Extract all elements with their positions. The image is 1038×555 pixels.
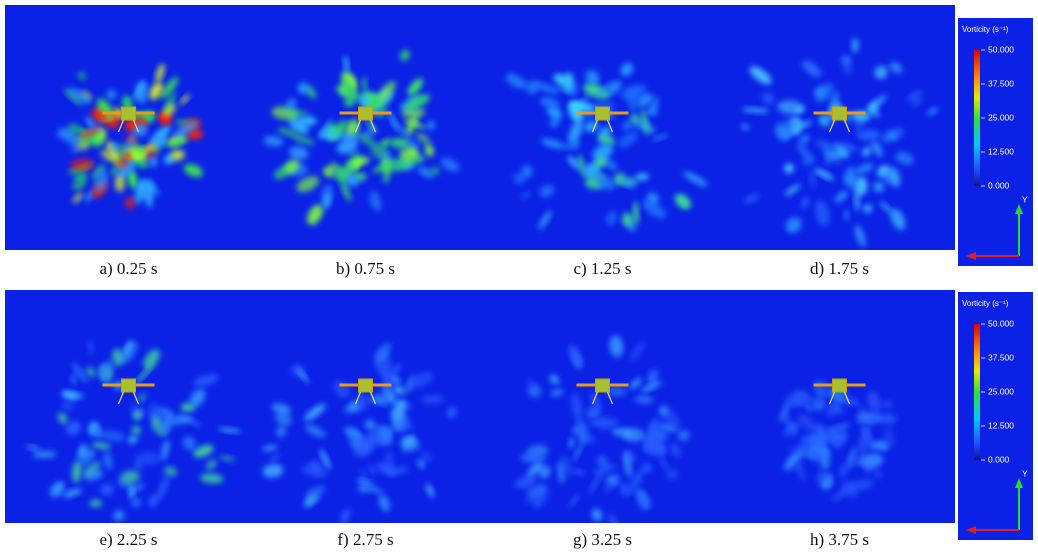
- drone-body: [359, 107, 373, 120]
- colorbar-tick-label: 25.000: [988, 112, 1014, 122]
- colorbar-tick-label: 12.500: [988, 420, 1014, 430]
- axis-label: Y: [1022, 468, 1028, 478]
- colorbar-scale: [974, 324, 980, 460]
- panel-background: [5, 290, 955, 523]
- drone-body: [359, 379, 373, 392]
- figure-canvas: a) 0.25 s b) 0.75 s c) 1.25 s d) 1.75 s e) 2…: [0, 0, 1038, 555]
- axis-label: Y: [1022, 194, 1028, 204]
- figure: a) 0.25 s b) 0.75 s c) 1.25 s d) 1.75 s e) 2…: [0, 0, 1038, 555]
- colorbar-tick-label: 37.500: [988, 352, 1014, 362]
- colorbar-tick-label: 50.000: [988, 44, 1014, 54]
- colorbar-tick-label: 0.000: [988, 180, 1010, 190]
- drone-body: [833, 379, 847, 392]
- panel-caption: g) 3.25 s: [573, 530, 632, 549]
- panel-background: [5, 5, 955, 250]
- panel-caption: d) 1.75 s: [810, 259, 869, 278]
- drone-body: [833, 107, 847, 120]
- colorbar-scale: [974, 50, 980, 186]
- drone-body: [122, 379, 136, 392]
- panel-caption: c) 1.25 s: [573, 259, 631, 278]
- drone-body: [596, 107, 610, 120]
- colorbar-box: [958, 18, 1033, 266]
- drone-body: [122, 107, 136, 120]
- panel-caption: a) 0.25 s: [99, 259, 157, 278]
- panel-caption: b) 0.75 s: [336, 259, 395, 278]
- colorbar-tick-label: 12.500: [988, 146, 1014, 156]
- drone-body: [596, 379, 610, 392]
- colorbar-box: [958, 292, 1033, 540]
- vortex-blob: [810, 170, 815, 188]
- colorbar-tick-label: 37.500: [988, 78, 1014, 88]
- colorbar-title: Vorticity (s⁻¹): [962, 299, 1009, 308]
- colorbar-tick-label: 0.000: [988, 454, 1010, 464]
- panel-caption: h) 3.75 s: [810, 530, 869, 549]
- panel-caption: e) 2.25 s: [99, 530, 157, 549]
- panel-caption: f) 2.75 s: [337, 530, 393, 549]
- colorbar-title: Vorticity (s⁻¹): [962, 25, 1009, 34]
- colorbar-tick-label: 25.000: [988, 386, 1014, 396]
- colorbar-tick-label: 50.000: [988, 318, 1014, 328]
